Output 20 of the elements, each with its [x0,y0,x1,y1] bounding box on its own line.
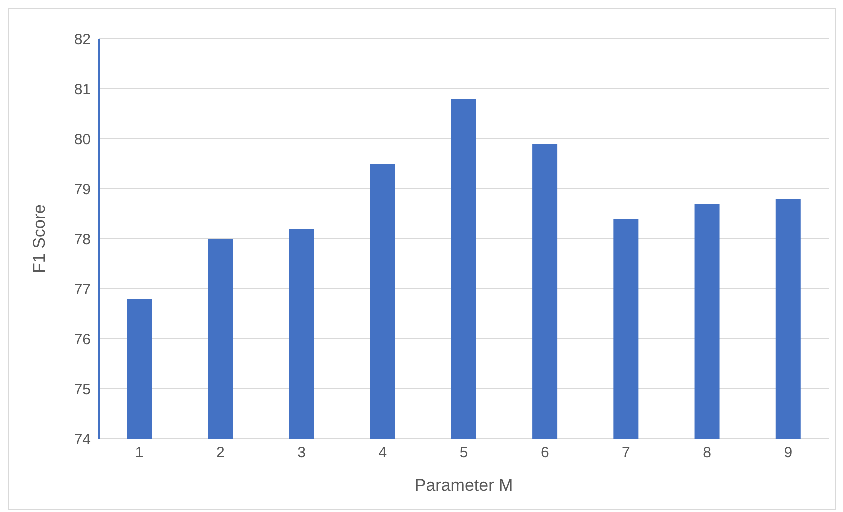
y-tick-label: 78 [74,231,91,248]
x-tick-label: 3 [298,444,306,462]
x-tick-label: 7 [622,444,630,462]
x-tick-label: 4 [378,444,388,462]
x-axis-title: Parameter M [414,476,514,495]
x-tick-label: 9 [784,444,793,462]
y-tick-label: 81 [74,81,91,98]
y-tick-label: 82 [74,31,91,48]
x-tick-label: 1 [135,444,144,462]
x-tick-label: 2 [216,444,225,462]
y-tick-label: 80 [74,131,91,148]
y-tick-label: 79 [74,181,91,198]
y-tick-label: 76 [74,331,91,348]
y-tick-label: 77 [74,281,91,298]
y-tick-label: 75 [74,381,91,398]
y-axis-title: F1 Score [30,204,50,274]
x-tick-label: 6 [540,444,550,462]
y-tick-label: 74 [74,431,91,448]
x-tick-label: 8 [703,444,712,462]
x-tick-label: 5 [460,444,468,462]
